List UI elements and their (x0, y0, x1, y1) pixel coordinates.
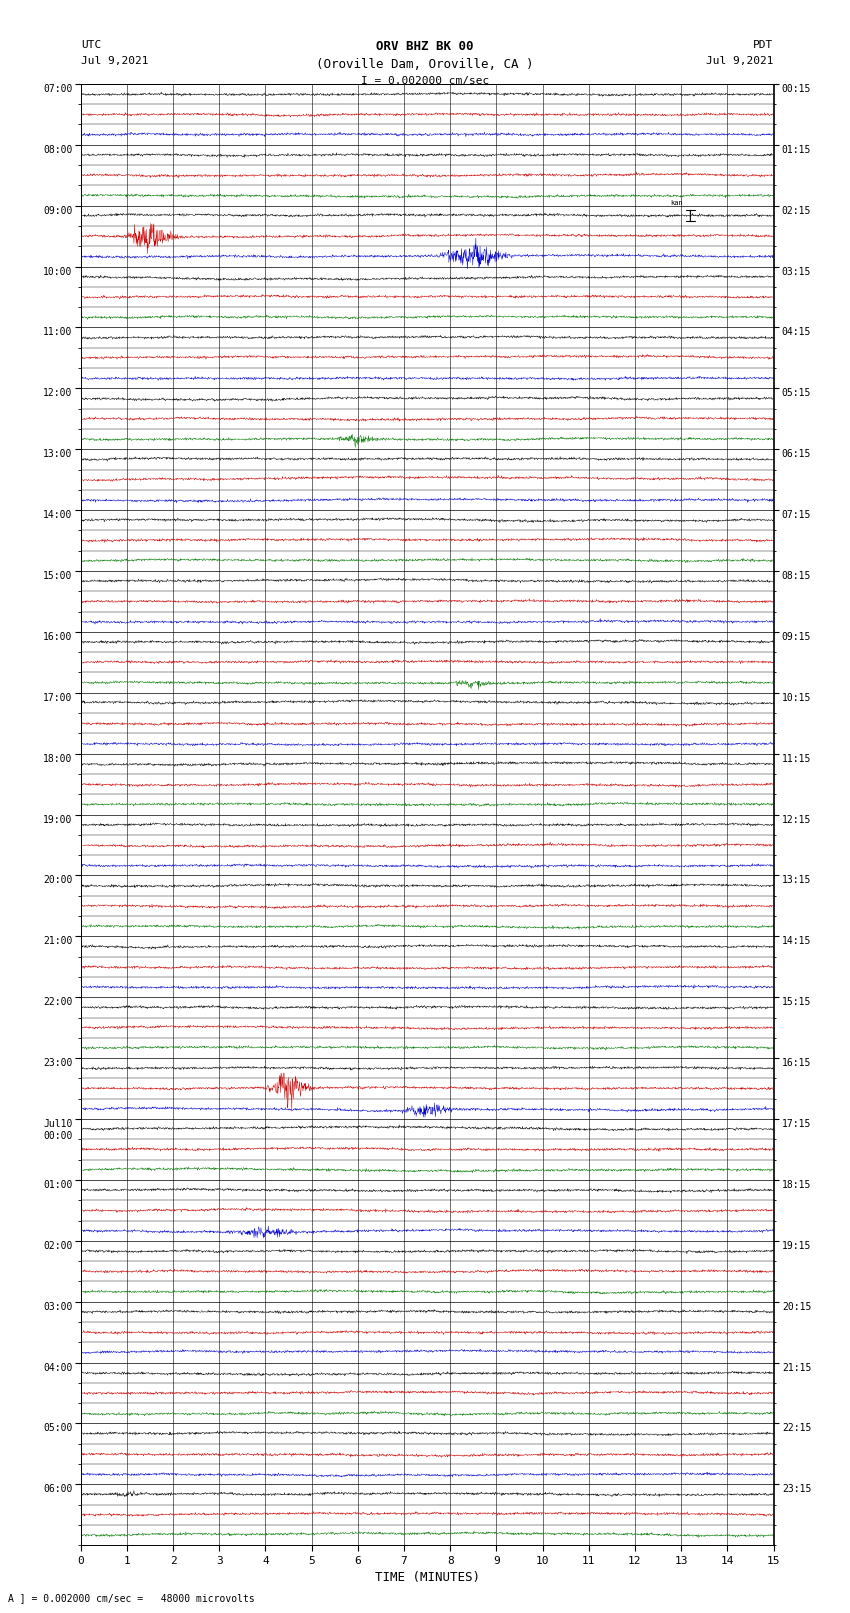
Text: Jul 9,2021: Jul 9,2021 (81, 56, 148, 66)
X-axis label: TIME (MINUTES): TIME (MINUTES) (375, 1571, 479, 1584)
Text: Jul 9,2021: Jul 9,2021 (706, 56, 774, 66)
Text: PDT: PDT (753, 40, 774, 50)
Text: I = 0.002000 cm/sec: I = 0.002000 cm/sec (361, 76, 489, 85)
Text: kan: kan (671, 200, 683, 206)
Text: (Oroville Dam, Oroville, CA ): (Oroville Dam, Oroville, CA ) (316, 58, 534, 71)
Text: ORV BHZ BK 00: ORV BHZ BK 00 (377, 40, 473, 53)
Text: UTC: UTC (81, 40, 101, 50)
Text: A ] = 0.002000 cm/sec =   48000 microvolts: A ] = 0.002000 cm/sec = 48000 microvolts (8, 1594, 255, 1603)
